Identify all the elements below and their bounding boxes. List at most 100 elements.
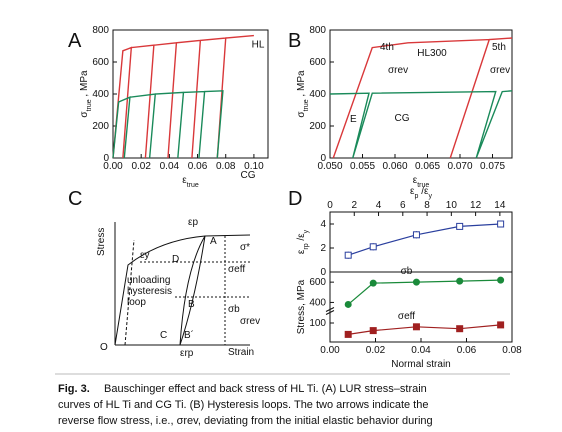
label-part: σ: [296, 111, 307, 118]
label: unloading: [127, 275, 170, 286]
x-tick-label: 0.00: [320, 345, 340, 356]
loop: [179, 235, 206, 346]
label: loop: [127, 297, 146, 308]
y-tick-label: 400: [309, 89, 326, 100]
series-name: CG: [241, 170, 256, 181]
caption-label: Fig. 3.: [58, 383, 90, 395]
label-part: p: [415, 193, 419, 200]
marker: [456, 277, 464, 285]
label-part: Normal strain: [391, 359, 450, 370]
marker: [412, 278, 420, 286]
axis-label: εrp /εy: [296, 229, 310, 254]
y-tick-label: 800: [309, 25, 326, 36]
y-tick-label: 200: [309, 121, 326, 132]
label-part: ε: [296, 249, 307, 254]
series-name: HL: [252, 40, 265, 51]
label: D: [172, 254, 179, 265]
y-tick-label: 400: [309, 297, 326, 308]
x2-tick-label: 0: [327, 200, 333, 211]
y-tick-label: 0: [103, 153, 109, 164]
label-part: /ε: [296, 233, 307, 244]
series-line: [348, 223, 501, 256]
x-tick-label: 0.00: [103, 161, 123, 172]
annotation: E: [350, 114, 357, 125]
x-tick-label: 0.04: [411, 345, 431, 356]
label: hysteresis: [127, 286, 172, 297]
annotation: 4th: [380, 42, 394, 53]
label-part: true: [417, 182, 429, 189]
marker: [344, 300, 352, 308]
label: σrev: [240, 316, 260, 327]
x-tick-label: 0.06: [188, 161, 208, 172]
caption-line: Bauschinger effect and back stress of HL…: [104, 383, 427, 395]
label: σ*: [240, 242, 250, 253]
axis-label: εtrue: [413, 175, 430, 189]
curve: [124, 239, 135, 346]
label-part: rp: [303, 243, 310, 249]
series-line: [112, 34, 254, 159]
panel-label: D: [288, 188, 302, 210]
label-part: true: [303, 99, 310, 111]
x-tick-label: 0.08: [502, 345, 522, 356]
y-tick-label: 100: [309, 318, 326, 329]
y-tick-label: 2: [320, 243, 326, 254]
label-part: , MPa: [79, 70, 90, 99]
x2-tick-label: 14: [494, 200, 506, 211]
y-tick-label: 4: [320, 219, 326, 230]
axis-label: εp /εy: [410, 186, 432, 200]
x2-tick-label: 4: [376, 200, 382, 211]
label-part: y: [428, 193, 432, 200]
y-tick-label: 600: [92, 57, 109, 68]
label: σeff: [228, 264, 245, 275]
x-tick-label: 0.075: [480, 161, 505, 172]
x2-tick-label: 6: [400, 200, 406, 211]
label-part: Stress, MPa: [296, 279, 307, 334]
label-part: ε: [413, 175, 418, 186]
label-part: y: [303, 229, 310, 233]
y-tick-label: 600: [309, 277, 326, 288]
marker: [497, 220, 505, 228]
x-tick-label: 0.070: [447, 161, 472, 172]
annotation: σrev: [388, 65, 408, 76]
marker: [344, 330, 352, 338]
caption-line: curves of HL Ti and CG Ti. (B) Hysteresi…: [58, 399, 428, 411]
marker: [456, 222, 464, 230]
panel-label: C: [68, 188, 82, 210]
series-name: σeff: [398, 311, 415, 322]
label: Stress: [96, 228, 107, 256]
plot-frame: [112, 29, 269, 159]
x2-tick-label: 10: [446, 200, 458, 211]
x-tick-label: 0.04: [160, 161, 180, 172]
series-line: [329, 90, 513, 159]
label: εy: [140, 250, 149, 261]
label-part: true: [86, 99, 93, 111]
axis-label: σtrue , MPa: [296, 70, 310, 118]
caption-line: reverse flow stress, i.e., σrev, deviati…: [58, 415, 433, 427]
label-part: true: [187, 182, 199, 189]
x2-tick-label: 2: [351, 200, 357, 211]
label: C: [160, 330, 167, 341]
label: εp: [188, 217, 198, 228]
x-tick-label: 0.02: [366, 345, 386, 356]
axis-break: [325, 307, 335, 315]
x-tick-label: 0.10: [244, 161, 264, 172]
label-part: ε: [182, 175, 187, 186]
diagram-c: [114, 222, 251, 346]
marker: [412, 231, 420, 239]
x2-tick-label: 8: [424, 200, 430, 211]
plot-frame: [329, 211, 513, 273]
series-line: [332, 37, 513, 159]
x-tick-label: 0.06: [457, 345, 477, 356]
diagram-labels: Stress Strain O εy εp A σ* D σeff unload…: [96, 217, 260, 359]
y-tick-label: 0: [320, 267, 326, 278]
label: εrp: [180, 348, 194, 359]
label: σb: [228, 304, 240, 315]
marker: [369, 279, 377, 287]
x-tick-label: 0.08: [216, 161, 236, 172]
marker: [456, 325, 464, 333]
marker: [369, 327, 377, 335]
panel-label: A: [68, 30, 82, 52]
x-tick-label: 0.065: [415, 161, 440, 172]
annotation: σrev: [490, 65, 510, 76]
